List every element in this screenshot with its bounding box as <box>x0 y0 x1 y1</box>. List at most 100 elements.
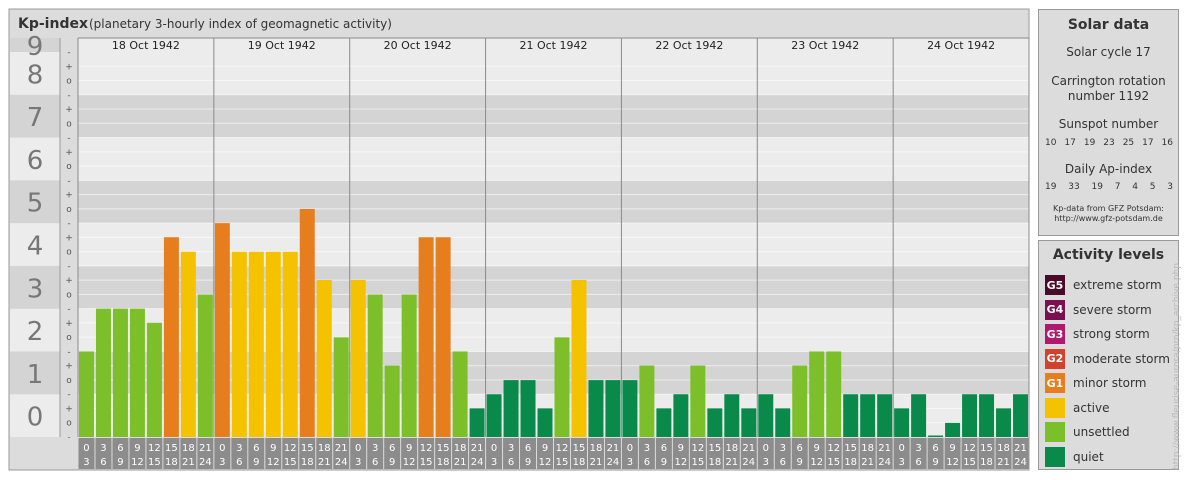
y-tick-label: 8 <box>27 60 44 90</box>
sunspot-value: 23 <box>1103 138 1115 148</box>
y-sub-tick: - <box>67 390 70 400</box>
hour-end-label: 3 <box>219 457 225 468</box>
ap-label: Daily Ap-index <box>1064 162 1153 176</box>
hour-box <box>503 438 520 469</box>
sunspot-value: 16 <box>1161 138 1173 148</box>
kp-bar <box>1013 394 1028 437</box>
legend-swatch: G2 <box>1045 348 1065 369</box>
hour-end-label: 21 <box>454 457 467 468</box>
y-tick-label: 1 <box>27 360 44 390</box>
y-sub-tick: + <box>65 362 73 372</box>
legend-label: extreme storm <box>1073 278 1162 292</box>
hour-end-label: 3 <box>763 457 769 468</box>
hour-start-label: 15 <box>980 443 993 454</box>
hour-box <box>723 438 740 469</box>
hour-end-label: 3 <box>83 457 89 468</box>
hour-start-label: 0 <box>627 443 633 454</box>
hour-box <box>112 438 129 469</box>
legend-item: G3 strong storm <box>1045 324 1150 344</box>
kp-bar <box>112 308 128 437</box>
solar-cycle: Solar cycle 17 <box>1066 45 1151 59</box>
kp-bar <box>571 280 587 437</box>
hour-start-label: 12 <box>691 443 704 454</box>
hour-end-label: 3 <box>355 457 361 468</box>
kp-bar <box>673 394 689 437</box>
hour-box <box>163 438 180 469</box>
day-label: 24 Oct 1942 <box>927 39 995 52</box>
kp-bar <box>129 308 145 437</box>
kp-bar <box>792 365 808 437</box>
kp-bar <box>639 365 655 437</box>
hour-box <box>995 438 1012 469</box>
y-sub-tick: - <box>67 219 70 229</box>
hour-start-label: 3 <box>236 443 242 454</box>
hour-start-label: 0 <box>219 443 225 454</box>
kp-bar <box>146 322 162 437</box>
kp-bar <box>809 351 825 437</box>
kp-bar <box>299 208 315 437</box>
chart-title: Kp-index <box>18 16 88 32</box>
hour-end-label: 15 <box>691 457 704 468</box>
hour-box <box>401 438 418 469</box>
y-sub-tick: o <box>66 162 72 172</box>
kp-band <box>78 137 1029 181</box>
hour-start-label: 9 <box>949 443 955 454</box>
y-sub-tick: o <box>66 248 72 258</box>
hour-end-label: 24 <box>607 457 620 468</box>
hour-end-label: 15 <box>827 457 840 468</box>
kp-bar <box>95 308 111 437</box>
legend-swatch: G4 <box>1045 299 1065 320</box>
hour-end-label: 18 <box>573 457 586 468</box>
hour-start-label: 21 <box>1014 443 1027 454</box>
y-tick-label: 5 <box>27 189 44 219</box>
sunspot-value: 19 <box>1083 138 1096 148</box>
hour-box <box>791 438 808 469</box>
day-label: 23 Oct 1942 <box>791 39 859 52</box>
kp-bar <box>265 251 281 437</box>
kp-bar <box>435 237 451 437</box>
gridlines <box>59 37 1030 437</box>
y-tick-label: 6 <box>27 146 44 176</box>
y-axis-labels: 0 1 2 3 4 5 6 7 89 <box>27 32 44 433</box>
hour-end-label: 6 <box>372 457 378 468</box>
hour-start-label: 9 <box>134 443 140 454</box>
hour-start-label: 18 <box>182 443 195 454</box>
kp-bar <box>333 337 349 437</box>
ap-value: 19 <box>1091 182 1103 192</box>
y-sub-tick: - <box>67 91 70 101</box>
chart-subtitle: (planetary 3-hourly index of geomagnetic… <box>89 17 392 31</box>
y-tick-label: 2 <box>27 317 44 347</box>
hour-end-label: 9 <box>389 457 395 468</box>
hour-corner <box>61 438 77 469</box>
hour-end-label: 21 <box>590 457 603 468</box>
y-sub-tick: o <box>66 333 72 343</box>
hour-end-label: 21 <box>318 457 331 468</box>
hour-start-label: 21 <box>878 443 891 454</box>
hour-box <box>469 438 486 469</box>
hour-box <box>706 438 723 469</box>
kp-band <box>78 52 1029 95</box>
hour-start-label: 15 <box>708 443 721 454</box>
y-sub-tick: - <box>67 262 70 272</box>
y-sub-tick: o <box>66 376 72 386</box>
hour-start-label: 12 <box>420 443 433 454</box>
day-label: 21 Oct 1942 <box>519 39 587 52</box>
legend-swatch <box>1045 397 1065 418</box>
hour-start-label: 18 <box>454 443 467 454</box>
hour-start-label: 15 <box>301 443 314 454</box>
kp-bar <box>605 380 621 437</box>
hour-end-label: 21 <box>182 457 195 468</box>
hour-end-label: 18 <box>437 457 450 468</box>
kp-bar <box>503 380 519 437</box>
hour-end-label: 15 <box>556 457 569 468</box>
hour-box <box>418 438 435 469</box>
hour-end-label: 24 <box>199 457 212 468</box>
ap-value: 19 <box>1045 182 1057 192</box>
hour-start-label: 21 <box>471 443 484 454</box>
hour-box <box>621 438 638 469</box>
kp-bar <box>690 365 706 437</box>
hour-end-label: 15 <box>148 457 161 468</box>
hour-labels: 0336699121215151818212124033669912121515… <box>61 438 1029 469</box>
hour-end-label: 18 <box>301 457 314 468</box>
hour-end-label: 12 <box>674 457 687 468</box>
